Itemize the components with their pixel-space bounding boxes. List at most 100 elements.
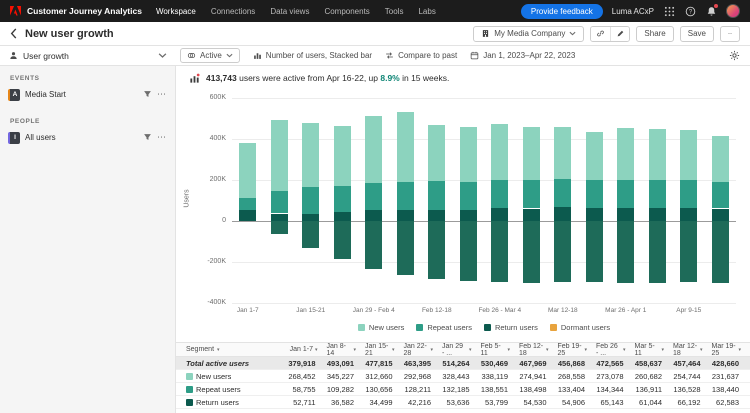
table-header-jan-22-28[interactable]: Jan 22-28▾: [404, 343, 443, 357]
bar-segment-dormant-users-week-8[interactable]: [460, 221, 477, 281]
share-button[interactable]: Share: [636, 26, 673, 42]
panel-selector[interactable]: User growth: [0, 51, 176, 61]
app-switcher-icon[interactable]: [663, 5, 675, 17]
bar-segment-return-users-week-12[interactable]: [586, 208, 603, 221]
table-header-feb-26[interactable]: Feb 26 - ...▾: [596, 343, 635, 357]
bar-segment-repeat-users-week-5[interactable]: [365, 183, 382, 210]
help-icon[interactable]: ?: [684, 5, 696, 17]
bar-segment-repeat-users-week-6[interactable]: [397, 182, 414, 210]
bar-segment-return-users-week-3[interactable]: [302, 214, 319, 221]
notifications-bell-icon[interactable]: [705, 5, 717, 17]
visualization-selector[interactable]: Number of users, Stacked bar: [253, 51, 372, 60]
table-header-mar-19-25[interactable]: Mar 19-25▾: [712, 343, 750, 357]
bar-segment-new-users-week-1[interactable]: [239, 143, 256, 198]
bar-segment-return-users-week-8[interactable]: [460, 210, 477, 221]
bar-segment-new-users-week-16[interactable]: [712, 136, 729, 182]
bar-segment-new-users-week-15[interactable]: [680, 130, 697, 180]
bar-segment-dormant-users-week-7[interactable]: [428, 221, 445, 279]
org-switcher[interactable]: Luma ACxP: [612, 7, 654, 16]
more-options-icon[interactable]: ⋯: [157, 90, 167, 99]
table-header-feb-5-11[interactable]: Feb 5-11▾: [481, 343, 520, 357]
bar-segment-return-users-week-11[interactable]: [554, 207, 571, 221]
table-header-feb-12-18[interactable]: Feb 12-18▾: [519, 343, 558, 357]
bar-segment-dormant-users-week-2[interactable]: [271, 221, 288, 234]
bar-segment-new-users-week-11[interactable]: [554, 127, 571, 179]
table-header-jan-1-7[interactable]: Jan 1-7▾: [288, 346, 327, 353]
table-header-jan-29[interactable]: Jan 29 - ...▾: [442, 343, 481, 357]
bar-segment-repeat-users-week-11[interactable]: [554, 179, 571, 207]
bar-segment-return-users-week-7[interactable]: [428, 210, 445, 221]
bar-segment-repeat-users-week-4[interactable]: [334, 186, 351, 212]
bar-segment-return-users-week-2[interactable]: [271, 214, 288, 222]
top-nav-item-data-views[interactable]: Data views: [270, 7, 309, 16]
filter-funnel-icon[interactable]: [143, 133, 152, 142]
save-button[interactable]: Save: [680, 26, 714, 42]
bar-segment-new-users-week-12[interactable]: [586, 132, 603, 180]
bar-segment-new-users-week-10[interactable]: [523, 127, 540, 180]
avatar[interactable]: [726, 4, 740, 18]
bar-segment-repeat-users-week-3[interactable]: [302, 187, 319, 214]
bar-segment-repeat-users-week-10[interactable]: [523, 180, 540, 208]
bar-segment-repeat-users-week-7[interactable]: [428, 181, 445, 209]
bar-segment-dormant-users-week-3[interactable]: [302, 221, 319, 248]
bar-segment-repeat-users-week-14[interactable]: [649, 180, 666, 208]
bar-segment-new-users-week-14[interactable]: [649, 129, 666, 180]
bar-segment-repeat-users-week-12[interactable]: [586, 180, 603, 208]
bar-segment-dormant-users-week-11[interactable]: [554, 221, 571, 282]
segment-dropdown[interactable]: Active: [180, 48, 240, 63]
bar-segment-new-users-week-3[interactable]: [302, 123, 319, 187]
bar-segment-return-users-week-4[interactable]: [334, 212, 351, 221]
table-header-mar-12-18[interactable]: Mar 12-18▾: [673, 343, 712, 357]
legend-item-new-users[interactable]: New users: [358, 323, 404, 332]
bar-segment-repeat-users-week-13[interactable]: [617, 180, 634, 208]
table-header-jan-8-14[interactable]: Jan 8-14▾: [327, 343, 366, 357]
date-range-selector[interactable]: Jan 1, 2023–Apr 22, 2023: [470, 51, 575, 60]
bar-segment-return-users-week-5[interactable]: [365, 210, 382, 221]
bar-segment-dormant-users-week-16[interactable]: [712, 221, 729, 283]
bar-segment-repeat-users-week-2[interactable]: [271, 191, 288, 213]
top-nav-item-connections[interactable]: Connections: [211, 7, 255, 16]
more-options-button[interactable]: [720, 26, 740, 42]
bar-segment-dormant-users-week-14[interactable]: [649, 221, 666, 283]
table-header-mar-5-11[interactable]: Mar 5-11▾: [635, 343, 674, 357]
bar-segment-return-users-week-16[interactable]: [712, 209, 729, 222]
top-nav-item-labs[interactable]: Labs: [418, 7, 435, 16]
bar-segment-new-users-week-4[interactable]: [334, 126, 351, 186]
bar-segment-repeat-users-week-9[interactable]: [491, 180, 508, 208]
bar-segment-new-users-week-5[interactable]: [365, 116, 382, 183]
top-nav-item-tools[interactable]: Tools: [385, 7, 404, 16]
table-header-jan-15-21[interactable]: Jan 15-21▾: [365, 343, 404, 357]
bar-segment-dormant-users-week-5[interactable]: [365, 221, 382, 269]
bar-segment-return-users-week-14[interactable]: [649, 208, 666, 221]
bar-segment-dormant-users-week-12[interactable]: [586, 221, 603, 282]
filter-funnel-icon[interactable]: [143, 90, 152, 99]
compare-to-past-toggle[interactable]: Compare to past: [385, 51, 457, 60]
table-header-feb-19-25[interactable]: Feb 19-25▾: [558, 343, 597, 357]
more-options-icon[interactable]: ⋯: [157, 133, 167, 142]
legend-item-repeat-users[interactable]: Repeat users: [416, 323, 472, 332]
bar-segment-return-users-week-6[interactable]: [397, 210, 414, 221]
panel-settings-icon[interactable]: [729, 50, 740, 61]
bar-segment-repeat-users-week-16[interactable]: [712, 182, 729, 209]
bar-segment-return-users-week-1[interactable]: [239, 210, 256, 221]
company-selector-button[interactable]: My Media Company: [473, 26, 584, 42]
rail-item-all-users[interactable]: IAll users⋯: [0, 128, 175, 147]
top-nav-item-workspace[interactable]: Workspace: [156, 7, 196, 16]
bar-segment-repeat-users-week-8[interactable]: [460, 182, 477, 209]
bar-segment-dormant-users-week-9[interactable]: [491, 221, 508, 282]
bar-segment-return-users-week-15[interactable]: [680, 208, 697, 221]
bar-segment-new-users-week-13[interactable]: [617, 128, 634, 180]
bar-segment-dormant-users-week-4[interactable]: [334, 221, 351, 259]
legend-item-dormant-users[interactable]: Dormant users: [550, 323, 610, 332]
edit-button[interactable]: [610, 27, 629, 41]
table-header-segment[interactable]: Segment▾: [176, 346, 288, 353]
bar-segment-new-users-week-9[interactable]: [491, 124, 508, 180]
bar-segment-repeat-users-week-15[interactable]: [680, 180, 697, 208]
bar-segment-new-users-week-7[interactable]: [428, 125, 445, 181]
share-link-button[interactable]: [591, 27, 610, 41]
bar-segment-return-users-week-13[interactable]: [617, 208, 634, 221]
bar-segment-new-users-week-6[interactable]: [397, 112, 414, 181]
bar-segment-new-users-week-8[interactable]: [460, 127, 477, 182]
bar-segment-dormant-users-week-10[interactable]: [523, 221, 540, 283]
bar-segment-dormant-users-week-13[interactable]: [617, 221, 634, 283]
